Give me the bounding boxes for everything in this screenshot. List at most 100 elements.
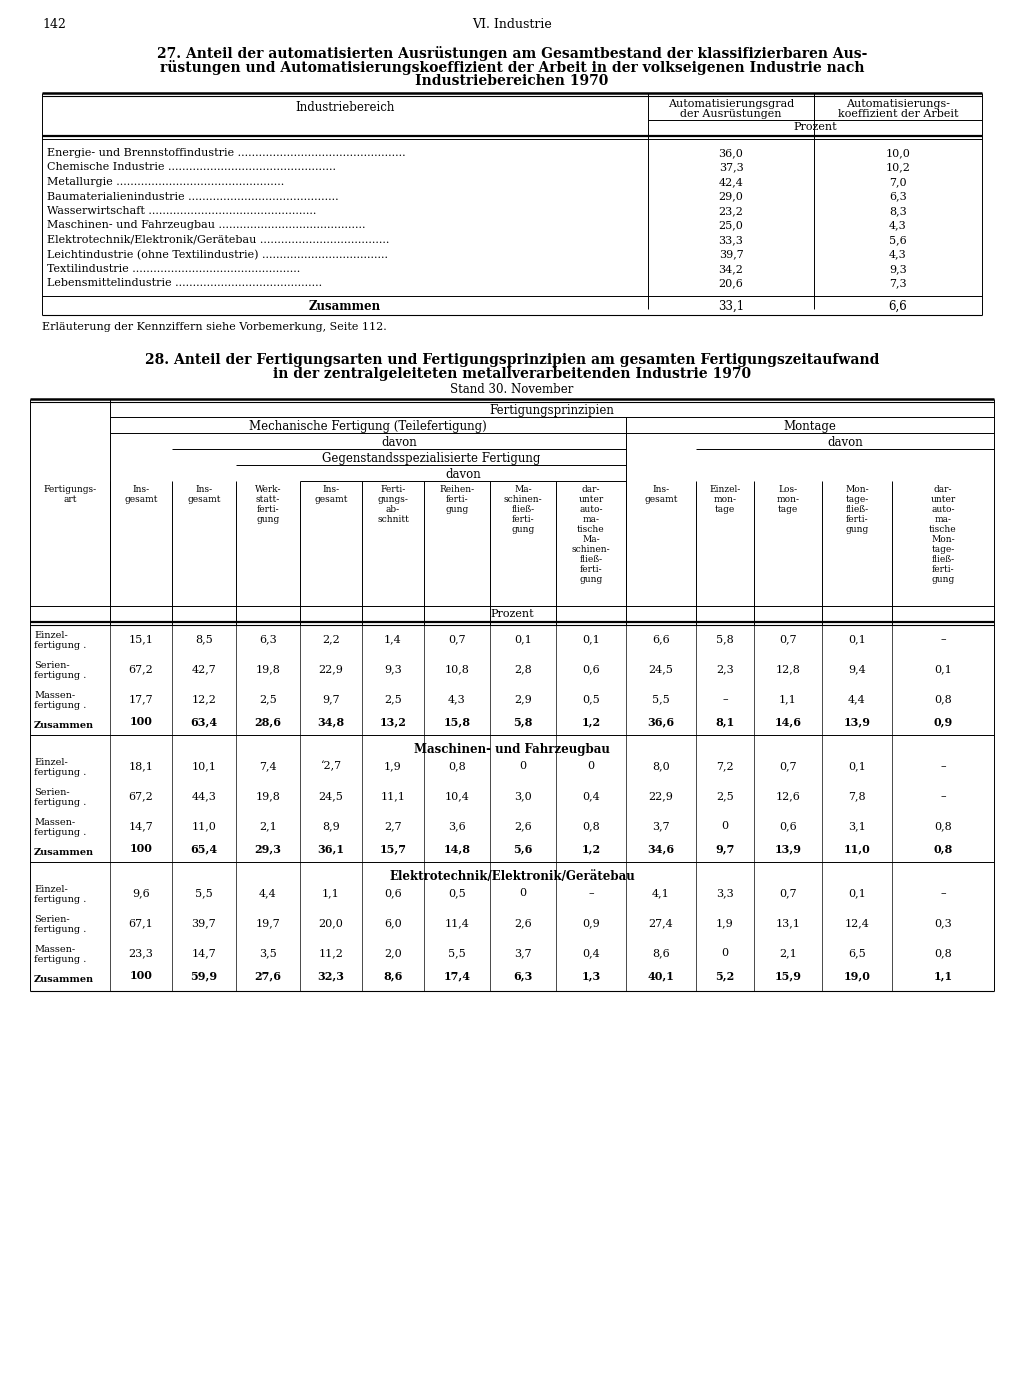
Text: Zusammen: Zusammen	[309, 300, 381, 313]
Text: 67,1: 67,1	[129, 918, 154, 928]
Text: 18,1: 18,1	[129, 761, 154, 771]
Text: 19,0: 19,0	[844, 970, 870, 981]
Text: Baumaterialienindustrie ...........................................: Baumaterialienindustrie ................…	[47, 191, 339, 201]
Text: 0,3: 0,3	[934, 918, 952, 928]
Text: 4,3: 4,3	[889, 221, 907, 230]
Text: 11,1: 11,1	[381, 791, 406, 802]
Text: 5,5: 5,5	[196, 888, 213, 897]
Text: 3,3: 3,3	[716, 888, 734, 897]
Text: 9,7: 9,7	[716, 843, 734, 854]
Text: 9,3: 9,3	[384, 664, 401, 674]
Text: 3,0: 3,0	[514, 791, 531, 802]
Text: 17,4: 17,4	[443, 970, 470, 981]
Text: 12,8: 12,8	[775, 664, 801, 674]
Text: 5,5: 5,5	[652, 694, 670, 705]
Text: 23,2: 23,2	[719, 207, 743, 216]
Text: 0,8: 0,8	[582, 821, 600, 831]
Text: Energie- und Brennstoffindustrie ...............................................: Energie- und Brennstoffindustrie .......…	[47, 148, 406, 158]
Text: 36,6: 36,6	[647, 716, 675, 727]
Text: 13,2: 13,2	[380, 716, 407, 727]
Text: Werk-
statt-
ferti-
gung: Werk- statt- ferti- gung	[255, 485, 282, 524]
Text: davon: davon	[381, 436, 417, 449]
Text: 28,6: 28,6	[255, 716, 282, 727]
Text: Einzel-
fertigung .: Einzel- fertigung .	[34, 631, 86, 651]
Text: 13,9: 13,9	[844, 716, 870, 727]
Text: 44,3: 44,3	[191, 791, 216, 802]
Text: 65,4: 65,4	[190, 843, 217, 854]
Text: davon: davon	[445, 467, 481, 481]
Text: 37,3: 37,3	[719, 162, 743, 172]
Text: 2,6: 2,6	[514, 821, 531, 831]
Text: dar-
unter
auto-
ma-
tische
Mon-
tage-
fließ-
ferti-
gung: dar- unter auto- ma- tische Mon- tage- f…	[929, 485, 956, 584]
Text: 0,8: 0,8	[449, 761, 466, 771]
Text: 6,6: 6,6	[652, 634, 670, 644]
Text: rüstungen und Automatisierungskoeffizient der Arbeit in der volkseigenen Industr: rüstungen und Automatisierungskoeffizien…	[160, 60, 864, 75]
Text: 10,0: 10,0	[886, 148, 910, 158]
Text: 3,5: 3,5	[259, 947, 276, 958]
Text: 42,7: 42,7	[191, 664, 216, 674]
Text: Stand 30. November: Stand 30. November	[451, 383, 573, 397]
Text: Ins-
gesamt: Ins- gesamt	[644, 485, 678, 503]
Text: 19,7: 19,7	[256, 918, 281, 928]
Text: 0,1: 0,1	[582, 634, 600, 644]
Text: 2,5: 2,5	[384, 694, 401, 705]
Text: 7,8: 7,8	[848, 791, 866, 802]
Text: 1,3: 1,3	[582, 970, 601, 981]
Text: 10,2: 10,2	[886, 162, 910, 172]
Text: 0: 0	[722, 947, 728, 958]
Text: 28. Anteil der Fertigungsarten und Fertigungsprinzipien am gesamten Fertigungsze: 28. Anteil der Fertigungsarten und Ferti…	[144, 354, 880, 368]
Text: 34,6: 34,6	[647, 843, 675, 854]
Text: 3,7: 3,7	[652, 821, 670, 831]
Text: 5,5: 5,5	[449, 947, 466, 958]
Text: 5,2: 5,2	[716, 970, 734, 981]
Text: 9,7: 9,7	[323, 694, 340, 705]
Text: 0,9: 0,9	[933, 716, 952, 727]
Text: 2,7: 2,7	[384, 821, 401, 831]
Text: 5,6: 5,6	[513, 843, 532, 854]
Text: 27. Anteil der automatisierten Ausrüstungen am Gesamtbestand der klassifizierbar: 27. Anteil der automatisierten Ausrüstun…	[157, 46, 867, 61]
Text: 0: 0	[722, 821, 728, 831]
Text: Massen-
fertigung .: Massen- fertigung .	[34, 818, 86, 836]
Text: 8,3: 8,3	[889, 207, 907, 216]
Text: Einzel-
mon-
tage: Einzel- mon- tage	[710, 485, 740, 515]
Text: Elektrotechnik/Elektronik/Gerätebau: Elektrotechnik/Elektronik/Gerätebau	[389, 870, 635, 884]
Text: Maschinen- und Fahrzeugbau ..........................................: Maschinen- und Fahrzeugbau .............…	[47, 221, 366, 230]
Text: 2,8: 2,8	[514, 664, 531, 674]
Text: 15,8: 15,8	[443, 716, 470, 727]
Text: 67,2: 67,2	[129, 791, 154, 802]
Text: Reihen-
ferti-
gung: Reihen- ferti- gung	[439, 485, 474, 515]
Text: Elektrotechnik/Elektronik/Gerätebau .....................................: Elektrotechnik/Elektronik/Gerätebau ....…	[47, 234, 389, 245]
Text: 14,6: 14,6	[774, 716, 802, 727]
Text: Massen-
fertigung .: Massen- fertigung .	[34, 691, 86, 710]
Text: koeffizient der Arbeit: koeffizient der Arbeit	[838, 110, 958, 119]
Text: 8,5: 8,5	[196, 634, 213, 644]
Text: 1,4: 1,4	[384, 634, 401, 644]
Text: 0,1: 0,1	[848, 761, 866, 771]
Text: 8,6: 8,6	[652, 947, 670, 958]
Text: 142: 142	[42, 18, 66, 31]
Text: –: –	[940, 888, 946, 897]
Text: 1,1: 1,1	[323, 888, 340, 897]
Text: 11,4: 11,4	[444, 918, 469, 928]
Text: 15,9: 15,9	[774, 970, 802, 981]
Text: Los-
mon-
tage: Los- mon- tage	[776, 485, 800, 515]
Text: 2,1: 2,1	[259, 821, 276, 831]
Text: 6,0: 6,0	[384, 918, 401, 928]
Text: Maschinen- und Fahrzeugbau: Maschinen- und Fahrzeugbau	[414, 743, 610, 756]
Text: VI. Industrie: VI. Industrie	[472, 18, 552, 31]
Text: 0: 0	[519, 888, 526, 897]
Text: Einzel-
fertigung .: Einzel- fertigung .	[34, 759, 86, 777]
Text: 24,5: 24,5	[318, 791, 343, 802]
Text: Lebensmittelindustrie ..........................................: Lebensmittelindustrie ..................…	[47, 279, 323, 288]
Text: Ins-
gesamt: Ins- gesamt	[187, 485, 221, 503]
Text: Industriebereichen 1970: Industriebereichen 1970	[416, 74, 608, 87]
Text: 0,7: 0,7	[779, 634, 797, 644]
Text: 0,4: 0,4	[582, 947, 600, 958]
Text: 0,7: 0,7	[779, 888, 797, 897]
Text: 4,3: 4,3	[449, 694, 466, 705]
Text: 0,1: 0,1	[848, 634, 866, 644]
Text: Mechanische Fertigung (Teilefertigung): Mechanische Fertigung (Teilefertigung)	[249, 420, 486, 433]
Text: 9,6: 9,6	[132, 888, 150, 897]
Text: 29,3: 29,3	[255, 843, 282, 854]
Text: 100: 100	[130, 970, 153, 981]
